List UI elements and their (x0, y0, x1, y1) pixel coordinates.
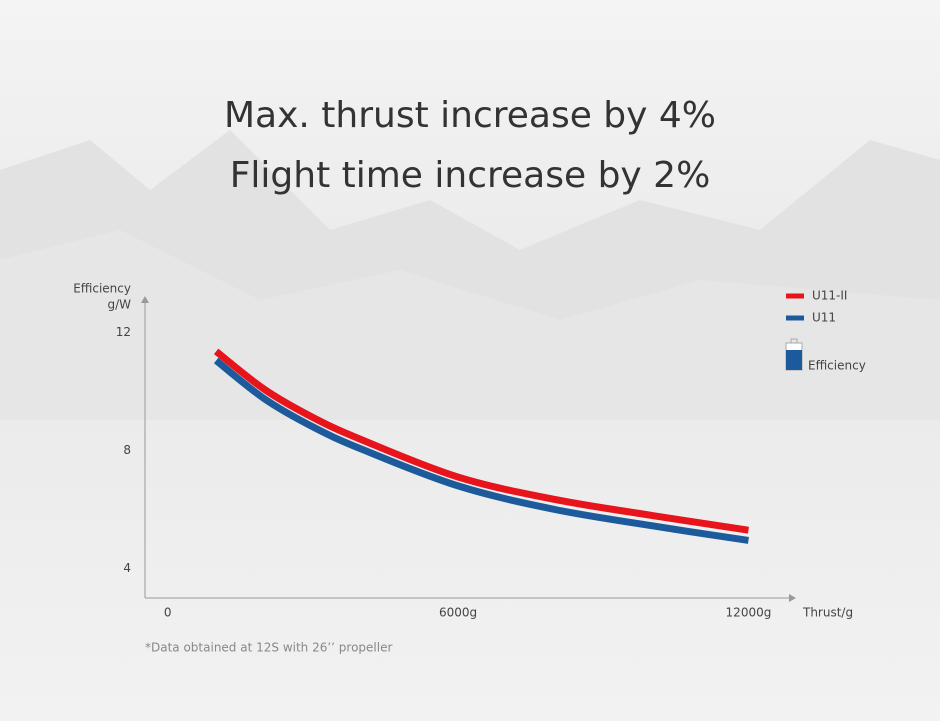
legend-label: U11-II (812, 289, 847, 303)
x-tick-label: 6000g (439, 606, 477, 620)
axis-arrow (141, 296, 149, 303)
line (213, 357, 749, 544)
title: Flight time increase by 2% (230, 155, 711, 196)
x-tick-label: 0 (164, 606, 172, 620)
battery-icon (785, 338, 803, 371)
y-tick-label: 4 (123, 561, 131, 575)
axis-arrow (789, 594, 796, 602)
y-axis-label: g/W (107, 298, 131, 312)
legend-label: Efficiency (808, 359, 866, 373)
line (213, 348, 749, 534)
title: Max. thrust increase by 4% (224, 95, 716, 136)
mountain (0, 130, 940, 330)
footnote: *Data obtained at 12S with 26’’ propelle… (145, 641, 392, 655)
legend-label: U11 (812, 311, 836, 325)
x-tick-label: 12000g (726, 606, 772, 620)
y-tick-label: 12 (116, 325, 131, 339)
x-axis-label: Thrust/g (802, 606, 853, 620)
y-tick-label: 8 (123, 443, 131, 457)
y-axis-label: Efficiency (73, 282, 131, 296)
